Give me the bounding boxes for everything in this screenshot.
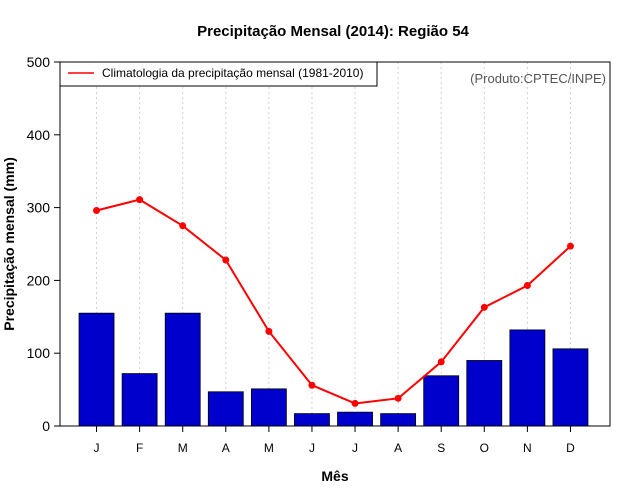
x-tick-label: J [309, 441, 315, 455]
chart-title: Precipitação Mensal (2014): Região 54 [197, 23, 469, 40]
grid-lines [96, 62, 571, 426]
credit-annotation: (Produto:CPTEC/INPE) [470, 71, 606, 86]
x-tick-label: F [136, 441, 143, 455]
bar-8 [380, 413, 417, 427]
x-tick-label: A [394, 441, 402, 455]
bar-7 [337, 411, 373, 427]
bar-6 [294, 413, 330, 427]
climatology-point-4 [222, 256, 230, 264]
bar-1 [78, 312, 115, 427]
y-tick-label: 500 [27, 54, 51, 70]
bar-4 [207, 391, 244, 427]
x-tick-label: O [480, 441, 489, 455]
legend-box [59, 61, 378, 87]
climatology-point-1 [93, 207, 101, 215]
x-axis-label: Mês [321, 468, 348, 484]
x-tick-label: D [566, 441, 575, 455]
climatology-series [93, 196, 574, 407]
climatology-point-12 [566, 242, 574, 250]
climatology-point-7 [351, 399, 359, 407]
climatology-point-8 [394, 394, 402, 402]
bar-3 [164, 312, 201, 427]
legend: Climatologia da precipitação mensal (198… [59, 61, 378, 87]
y-axis-label: Precipitação mensal (mm) [1, 157, 17, 331]
legend-label: Climatologia da precipitação mensal (198… [102, 66, 363, 80]
bar-11 [509, 329, 546, 427]
y-tick-label: 400 [27, 127, 51, 143]
y-axis: 0 100 200 300 400 500 [27, 54, 60, 434]
x-tick-label: S [437, 441, 445, 455]
x-tick-label: N [523, 441, 532, 455]
x-tick-label: M [264, 441, 274, 455]
climatology-point-10 [480, 303, 488, 311]
bar-series [78, 312, 589, 427]
x-tick-label: M [178, 441, 188, 455]
climatology-line [96, 198, 572, 405]
climatology-point-3 [179, 222, 187, 230]
x-tick-label: J [352, 441, 358, 455]
bar-12 [552, 348, 589, 427]
bar-5 [250, 388, 287, 427]
bar-2 [121, 373, 158, 427]
climatology-point-11 [523, 281, 531, 289]
y-tick-label: 300 [27, 200, 51, 216]
y-tick-label: 200 [27, 272, 51, 288]
y-tick-label: 100 [27, 345, 51, 361]
bar-10 [466, 360, 503, 427]
x-tick-label: J [94, 441, 100, 455]
x-tick-label: A [222, 441, 230, 455]
climatology-point-9 [437, 358, 445, 366]
y-tick-label: 0 [42, 418, 50, 434]
climatology-point-5 [265, 327, 273, 335]
bar-9 [423, 375, 460, 427]
climatology-point-2 [136, 196, 144, 204]
climatology-point-6 [308, 381, 316, 389]
